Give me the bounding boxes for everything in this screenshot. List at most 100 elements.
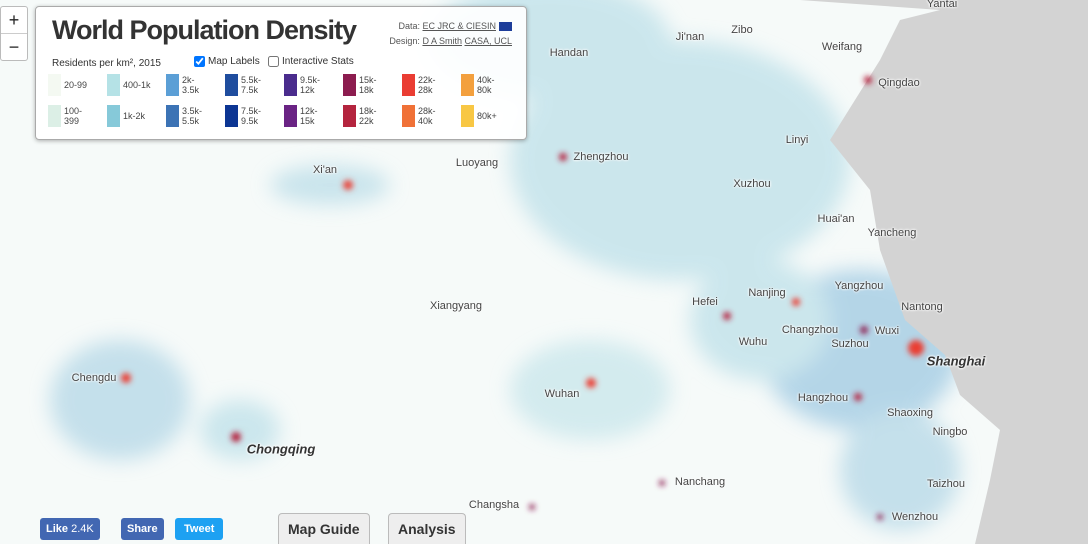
analysis-tab[interactable]: Analysis	[388, 513, 466, 544]
legend-label: 40k-80k	[477, 75, 495, 95]
like-count: 2.4K	[71, 523, 94, 535]
legend-swatch	[461, 74, 474, 96]
zoom-control: + −	[0, 6, 28, 61]
legend-label: 100-399	[64, 106, 83, 126]
map-guide-tab[interactable]: Map Guide	[278, 513, 370, 544]
city-label: Yantai	[926, 0, 958, 10]
legend-item: 2k-3.5k	[166, 74, 210, 96]
city-label: Nanjing	[748, 287, 786, 299]
city-label: Chengdu	[71, 372, 117, 384]
city-label: Taizhou	[927, 478, 965, 490]
city-label: Changsha	[468, 499, 520, 511]
title: World Population Density	[52, 15, 357, 45]
legend-item: 28k-40k	[402, 105, 446, 127]
data-label: Data:	[398, 21, 420, 31]
legend-item: 40k-80k	[461, 74, 505, 96]
data-link[interactable]: EC JRC & CIESIN	[422, 21, 496, 31]
sea	[800, 0, 1088, 544]
city-label: Hefei	[692, 296, 718, 308]
city-label: Wuhu	[738, 336, 768, 348]
design-link[interactable]: D A Smith	[422, 36, 462, 46]
legend-label: 28k-40k	[418, 106, 436, 126]
legend-swatch	[284, 74, 297, 96]
legend-swatch	[284, 105, 297, 127]
legend-item: 9.5k-12k	[284, 74, 328, 96]
legend-label: 1k-2k	[123, 111, 146, 121]
legend-item: 20-99	[48, 74, 92, 96]
city-label: Weifang	[821, 41, 863, 53]
legend-label: 400-1k	[123, 80, 151, 90]
share-button[interactable]: Share	[121, 518, 164, 540]
city-label: Nantong	[901, 301, 943, 313]
checkbox[interactable]: Map Labels	[194, 56, 260, 67]
legend-label: 18k-22k	[359, 106, 377, 126]
city-label: Shanghai	[926, 353, 986, 369]
legend-label: 5.5k-7.5k	[241, 75, 262, 95]
tweet-button[interactable]: Tweet	[175, 518, 224, 540]
city-label: Shaoxing	[887, 407, 933, 419]
eu-flag	[499, 22, 512, 32]
checkbox-label: Map Labels	[208, 56, 260, 67]
city-label: Changzhou	[781, 324, 839, 336]
city-label: Chongqing	[246, 441, 316, 457]
city-label: Yancheng	[867, 227, 917, 239]
city-label: Luoyang	[455, 157, 499, 169]
legend-item: 1k-2k	[107, 105, 151, 127]
city-label: Huai'an	[817, 213, 855, 225]
like-button[interactable]: Like 2.4K	[40, 518, 100, 540]
checkbox[interactable]: Interactive Stats	[268, 56, 354, 67]
city-label: Xi'an	[312, 164, 338, 176]
legend-title: Residents per km², 2015	[52, 58, 161, 69]
legend-item: 15k-18k	[343, 74, 387, 96]
city-label: Zibo	[731, 24, 753, 36]
design-link[interactable]: CASA, UCL	[464, 36, 512, 46]
legend-item: 7.5k-9.5k	[225, 105, 269, 127]
legend-swatch	[166, 74, 179, 96]
checkbox-input[interactable]	[268, 56, 279, 67]
city-label: Xuzhou	[733, 178, 771, 190]
legend-swatch	[225, 105, 238, 127]
city-label: Wenzhou	[891, 511, 939, 523]
design-label: Design:	[389, 36, 420, 46]
legend-label: 3.5k-5.5k	[182, 106, 203, 126]
city-label: Hangzhou	[797, 392, 849, 404]
city-label: Ningbo	[932, 426, 968, 438]
legend-item: 400-1k	[107, 74, 151, 96]
legend-label: 22k-28k	[418, 75, 436, 95]
legend-swatch	[107, 74, 120, 96]
legend-swatch	[48, 74, 61, 96]
legend-swatch	[166, 105, 179, 127]
legend-item: 22k-28k	[402, 74, 446, 96]
legend-item: 80k+	[461, 105, 505, 127]
legend-swatch	[225, 74, 238, 96]
legend-item: 5.5k-7.5k	[225, 74, 269, 96]
legend-label: 2k-3.5k	[182, 75, 200, 95]
checkbox-input[interactable]	[194, 56, 205, 67]
legend-label: 7.5k-9.5k	[241, 106, 262, 126]
legend-item: 100-399	[48, 105, 92, 127]
legend-swatch	[461, 105, 474, 127]
legend-swatch	[402, 105, 415, 127]
legend-label: 15k-18k	[359, 75, 377, 95]
legend-swatch	[107, 105, 120, 127]
city-label: Linyi	[785, 134, 809, 146]
city-cores	[121, 76, 924, 520]
city-label: Nanchang	[674, 476, 726, 488]
legend-panel: World Population Density Data: EC JRC & …	[35, 6, 527, 140]
credits: Data: EC JRC & CIESIN Design: D A Smith …	[389, 19, 512, 49]
legend-item: 18k-22k	[343, 105, 387, 127]
city-label: Xiangyang	[430, 300, 482, 312]
zoom-out[interactable]: −	[1, 33, 27, 60]
city-label: Wuhan	[544, 388, 580, 400]
legend-swatch	[343, 74, 356, 96]
legend-label: 80k+	[477, 111, 497, 121]
legend-swatch	[48, 105, 61, 127]
city-label: Qingdao	[878, 77, 920, 89]
city-label: Suzhou	[831, 338, 869, 350]
legend-label: 12k-15k	[300, 106, 318, 126]
city-label: Handan	[549, 47, 589, 59]
zoom-in[interactable]: +	[8, 10, 20, 30]
legend-label: 9.5k-12k	[300, 75, 321, 95]
city-label: Wuxi	[874, 325, 900, 337]
